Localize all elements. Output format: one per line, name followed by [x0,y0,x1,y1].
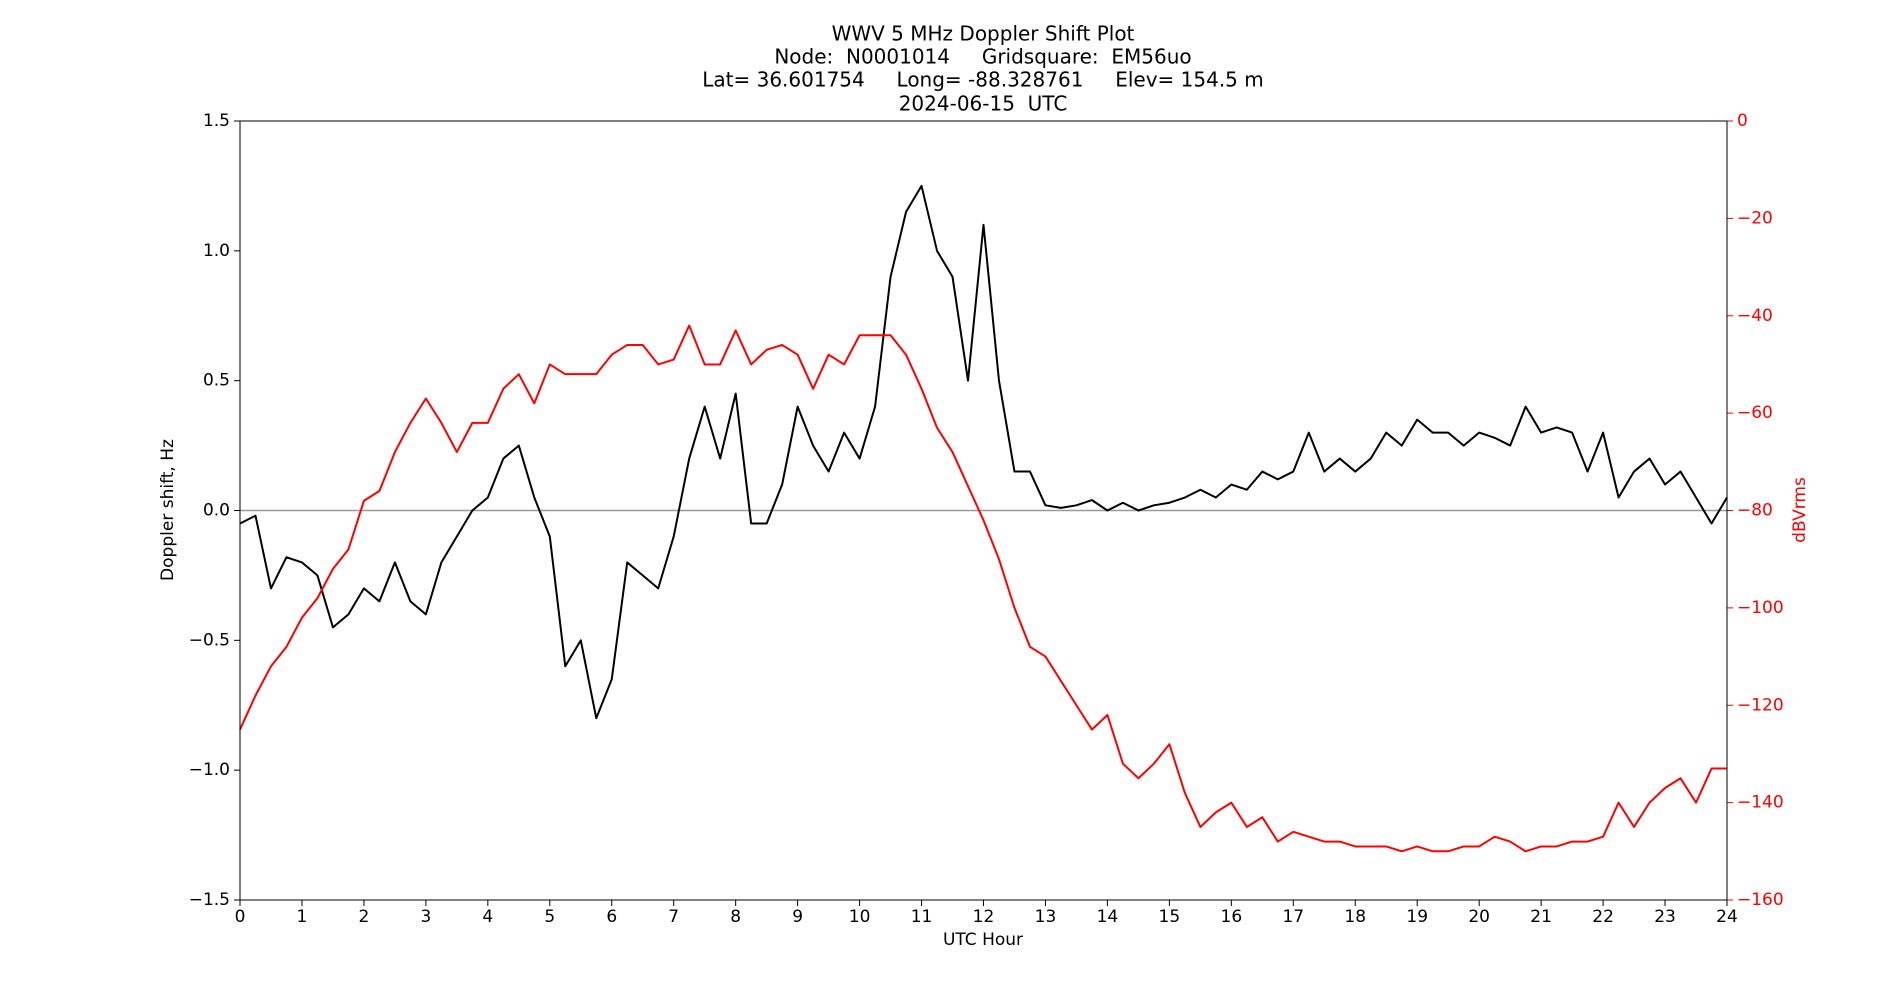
y-axis-label: Doppler shift, Hz [158,439,178,581]
x-tick-label: 0 [235,907,246,927]
x-tick-label: 14 [1097,907,1119,927]
y-tick-label: −1.0 [189,760,230,780]
x-tick-label: 6 [606,907,617,927]
x-tick-label: 20 [1468,907,1490,927]
x-tick-label: 11 [911,907,933,927]
y2-tick-label: 0 [1737,111,1748,131]
y-tick-label: −1.5 [189,890,230,910]
chart-subtitle: Node: N0001014 Gridsquare: EM56uo [774,45,1191,69]
x-tick-label: 2 [359,907,370,927]
chart-subtitle: 2024-06-15 UTC [899,92,1068,116]
y2-tick-label: −60 [1737,403,1773,423]
y2-axis-label: dBVrms [1790,477,1810,543]
plot-frame [239,120,1728,901]
y2-tick-label: −120 [1737,695,1784,715]
x-tick-label: 1 [297,907,308,927]
x-tick-label: 23 [1654,907,1676,927]
x-tick-label: 18 [1344,907,1366,927]
y2-tick-label: −20 [1737,208,1773,228]
y2-tick-label: −140 [1737,793,1784,813]
x-tick-label: 22 [1592,907,1614,927]
data-line [239,324,1727,853]
x-tick-label: 21 [1530,907,1552,927]
y-tick-label: 1.5 [203,111,230,131]
y2-tick-label: −100 [1737,598,1784,618]
y-tick-label: −0.5 [189,630,230,650]
x-tick-label: 16 [1221,907,1243,927]
data-line [239,184,1728,720]
chart-subtitle: Lat= 36.601754 Long= -88.328761 Elev= 15… [702,68,1264,92]
x-tick-label: 8 [730,907,741,927]
y-tick-label: 0.0 [203,501,230,521]
x-tick-label: 12 [973,907,995,927]
y2-tick-label: −80 [1737,501,1773,521]
x-tick-label: 3 [420,907,431,927]
y-tick-label: 0.5 [203,371,230,391]
x-tick-label: 19 [1406,907,1428,927]
y2-tick-label: −40 [1737,306,1773,326]
x-tick-label: 4 [482,907,493,927]
x-tick-label: 17 [1282,907,1304,927]
x-tick-label: 24 [1716,907,1738,927]
x-tick-label: 13 [1035,907,1057,927]
x-tick-label: 15 [1159,907,1181,927]
x-tick-label: 7 [668,907,679,927]
x-tick-label: 10 [849,907,871,927]
x-tick-label: 9 [792,907,803,927]
chart-title: WWV 5 MHz Doppler Shift Plot [832,22,1135,46]
x-axis-label: UTC Hour [943,930,1023,950]
y2-tick-label: −160 [1737,890,1784,910]
x-tick-label: 5 [544,907,555,927]
y-tick-label: 1.0 [203,241,230,261]
